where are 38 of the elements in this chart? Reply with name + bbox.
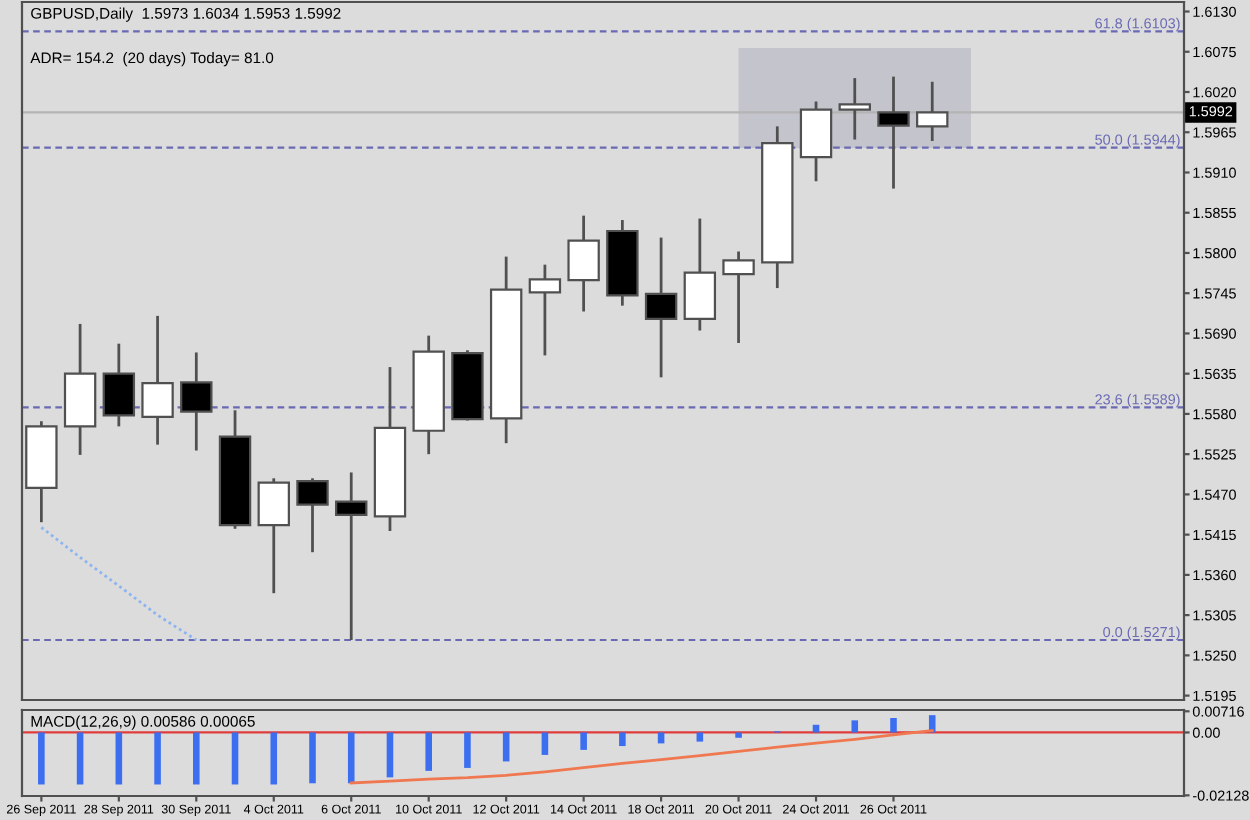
candlestick: [180, 351, 213, 452]
candlestick: [722, 250, 755, 345]
line-series: [349, 729, 934, 785]
bar: [309, 732, 316, 784]
candlestick: [102, 342, 136, 428]
bar: [38, 732, 45, 785]
candlestick: [528, 263, 562, 357]
bar: [76, 732, 84, 785]
candlestick: [683, 217, 717, 332]
candlestick: [141, 314, 174, 447]
bar: [502, 732, 510, 762]
bar: [541, 732, 549, 755]
bar: [735, 732, 742, 738]
bar: [386, 732, 394, 778]
bar: [657, 732, 665, 744]
candlestick: [838, 76, 871, 141]
bar: [696, 732, 704, 742]
candlestick: [877, 75, 910, 190]
candlestick: [799, 100, 833, 183]
bar: [464, 732, 471, 768]
bar: [347, 732, 355, 784]
candlestick: [916, 80, 949, 143]
candlestick: [567, 214, 600, 313]
bar: [193, 732, 200, 785]
bar: [154, 732, 161, 785]
candlestick: [257, 476, 290, 595]
candlestick: [644, 236, 678, 379]
bar: [890, 717, 897, 733]
bar: [619, 732, 626, 747]
candlestick: [335, 471, 368, 642]
bar: [231, 732, 239, 785]
bar: [270, 732, 278, 785]
bar: [115, 732, 123, 785]
bar: [851, 720, 859, 733]
line-series: [39, 525, 198, 642]
bar: [580, 732, 587, 750]
candlestick: [296, 476, 329, 554]
bar: [425, 732, 432, 771]
